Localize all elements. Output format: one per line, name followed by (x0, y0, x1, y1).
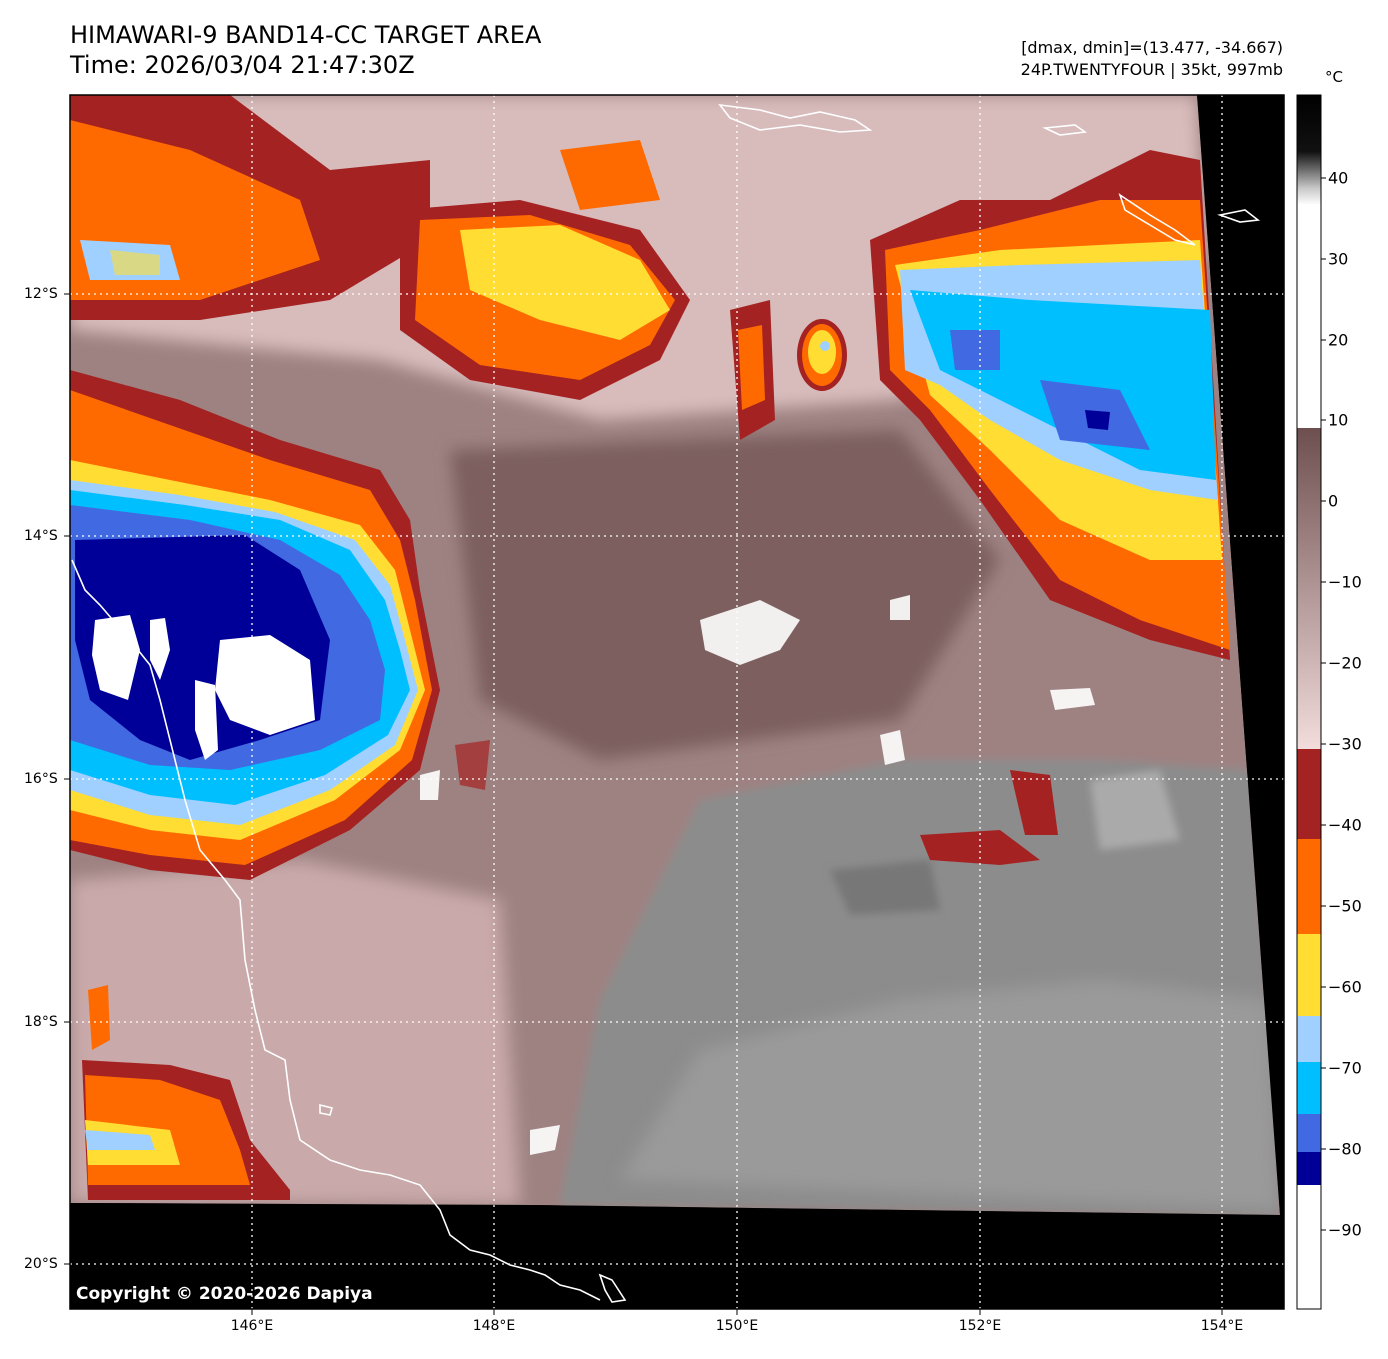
colorbar-tick: −70 (1328, 1058, 1362, 1078)
colorbar-tick: −80 (1328, 1139, 1362, 1159)
colorbar-tick: −50 (1328, 896, 1362, 916)
colorbar-tick: 20 (1328, 330, 1349, 350)
lat-label-18s: 18°S (24, 1014, 58, 1030)
map-imagery (70, 95, 1284, 1309)
colorbar-tick: 40 (1328, 168, 1349, 188)
colorbar-tick: −90 (1328, 1220, 1362, 1240)
colorbar-tick: 0 (1328, 491, 1339, 511)
colorbar-tick: −60 (1328, 977, 1362, 997)
convective-cloud-west (70, 370, 440, 880)
title-block: HIMAWARI-9 BAND14-CC TARGET AREA Time: 2… (70, 20, 541, 80)
map-title: HIMAWARI-9 BAND14-CC TARGET AREA (70, 21, 542, 49)
lat-label-14s: 14°S (24, 528, 58, 544)
cloud-band-northeast (870, 150, 1230, 660)
lon-label-152e: 152°E (958, 1318, 1002, 1334)
lat-label-20s: 20°S (24, 1256, 58, 1272)
cloud-southwest (82, 985, 290, 1200)
cloud-north-center (400, 140, 847, 440)
axis-ticks (64, 293, 1223, 1315)
copyright-text: Copyright © 2020-2026 Dapiya (76, 1284, 373, 1304)
gridlines (70, 95, 1284, 1309)
colorbar-unit: °C (1325, 68, 1343, 86)
colorbar-tick: −30 (1328, 734, 1362, 754)
cloud-band-top-left (70, 95, 430, 320)
lat-label-12s: 12°S (24, 286, 58, 302)
colorbar (1296, 94, 1326, 1310)
map-time: Time: 2026/03/04 21:47:30Z (70, 51, 415, 79)
lon-label-146e: 146°E (230, 1318, 274, 1334)
colorbar-tick: −10 (1328, 572, 1362, 592)
cloud-speckles (420, 595, 1095, 1155)
colorbar-tick: 10 (1328, 410, 1349, 430)
colorbar-tick: −20 (1328, 653, 1362, 673)
map-border (69, 94, 1285, 1310)
coastline (71, 103, 1261, 1303)
cloud-patches-east (455, 740, 1058, 865)
lon-label-150e: 150°E (715, 1318, 759, 1334)
colorbar-tick: −40 (1328, 815, 1362, 835)
lon-label-148e: 148°E (472, 1318, 516, 1334)
dmax-dmin: [dmax, dmin]=(13.477, -34.667) (1021, 38, 1283, 57)
colorbar-tick: 30 (1328, 249, 1349, 269)
lon-label-154e: 154°E (1200, 1318, 1244, 1334)
storm-meta: [dmax, dmin]=(13.477, -34.667) 24P.TWENT… (1021, 37, 1283, 81)
storm-info: 24P.TWENTYFOUR | 35kt, 997mb (1020, 60, 1283, 79)
lat-label-16s: 16°S (24, 771, 58, 787)
coldest-cloud-tops (92, 615, 315, 760)
